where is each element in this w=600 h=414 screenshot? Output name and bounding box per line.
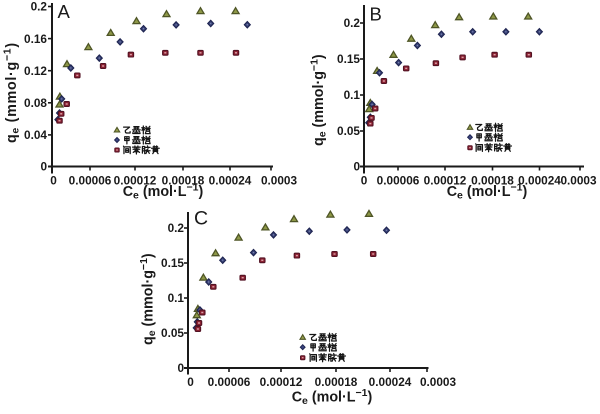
svg-text:0.16: 0.16	[24, 32, 47, 46]
svg-text:0.04: 0.04	[24, 128, 47, 142]
svg-text:0: 0	[40, 160, 47, 174]
svg-text:0.00006: 0.00006	[69, 173, 112, 187]
svg-text:A: A	[58, 1, 71, 22]
svg-text:0.0003: 0.0003	[420, 375, 457, 389]
svg-text:0: 0	[177, 361, 184, 375]
svg-text:0.00018: 0.00018	[162, 173, 205, 187]
svg-text:0.00018: 0.00018	[471, 173, 514, 187]
svg-text:0.2: 0.2	[168, 221, 185, 235]
svg-text:0.12: 0.12	[24, 64, 47, 78]
svg-text:Ce (mol·L−1): Ce (mol·L−1)	[447, 182, 528, 202]
svg-text:0.00012: 0.00012	[114, 173, 157, 187]
svg-text:Ce (mol·L−1): Ce (mol·L−1)	[123, 182, 204, 202]
svg-text:0.15: 0.15	[337, 52, 360, 66]
svg-text:0.05: 0.05	[337, 124, 360, 138]
svg-text:0.08: 0.08	[24, 96, 47, 110]
svg-text:0.2: 0.2	[344, 16, 361, 30]
svg-text:0.00012: 0.00012	[424, 173, 467, 187]
svg-text:0.0003: 0.0003	[261, 173, 298, 187]
svg-text:0.05: 0.05	[161, 326, 184, 340]
svg-text:qe (mmol·g−1): qe (mmol·g−1)	[138, 253, 158, 345]
svg-text:0.00006: 0.00006	[377, 173, 420, 187]
svg-text:0: 0	[187, 375, 194, 389]
svg-text:0: 0	[50, 173, 57, 187]
svg-text:0.00024: 0.00024	[518, 173, 561, 187]
svg-text:0: 0	[353, 160, 360, 174]
svg-text:C: C	[194, 208, 208, 230]
svg-text:0.00024: 0.00024	[209, 173, 252, 187]
svg-text:Ce (mol·L−1): Ce (mol·L−1)	[292, 387, 373, 407]
svg-text:0.00006: 0.00006	[208, 375, 251, 389]
svg-text:B: B	[370, 4, 382, 25]
svg-text:qe (mmol·g−1): qe (mmol·g−1)	[309, 54, 329, 146]
svg-text:0: 0	[361, 173, 368, 187]
svg-text:0.00024: 0.00024	[369, 375, 412, 389]
svg-text:0.2: 0.2	[31, 0, 48, 14]
svg-text:0.0003: 0.0003	[560, 173, 597, 187]
svg-text:0.1: 0.1	[168, 291, 185, 305]
svg-text:0.15: 0.15	[161, 256, 184, 270]
svg-text:qe (mmol·g−1): qe (mmol·g−1)	[2, 42, 22, 143]
svg-text:0.00012: 0.00012	[260, 375, 303, 389]
svg-text:0.00018: 0.00018	[315, 375, 358, 389]
svg-text:0.1: 0.1	[344, 88, 361, 102]
